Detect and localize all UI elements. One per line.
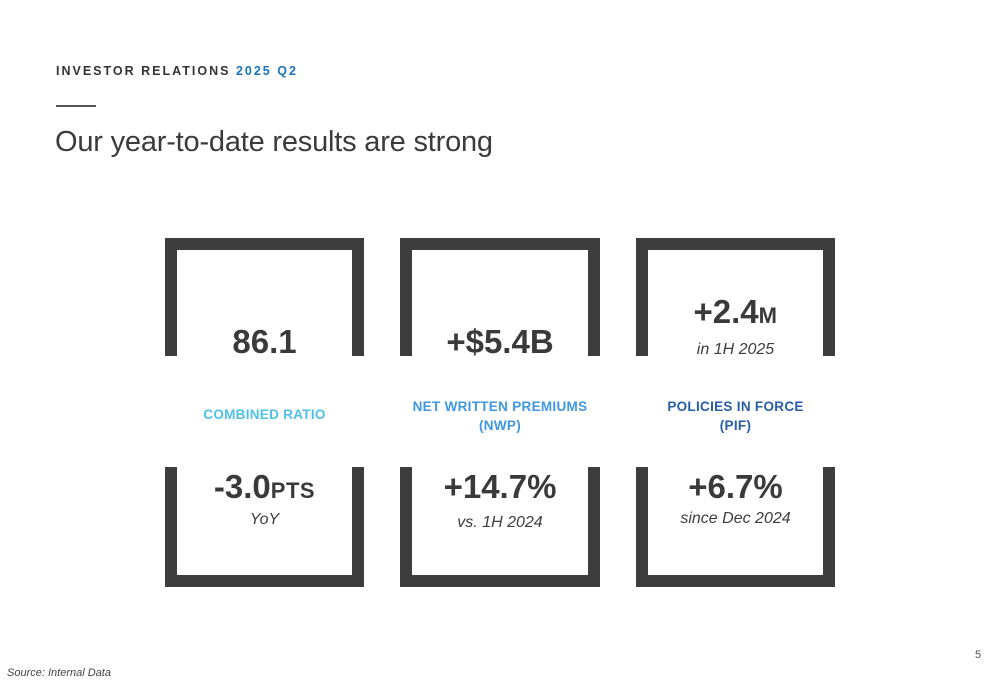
- pif-value: +2.4M: [636, 293, 835, 331]
- combined-ratio-top-frame: [165, 238, 364, 356]
- pif-label-line1: POLICIES IN FORCE: [667, 399, 804, 414]
- combined-ratio-bottom-frame: [165, 467, 364, 587]
- combined-ratio-change-unit: PTS: [270, 478, 316, 503]
- section-eyebrow: INVESTOR RELATIONS 2025 Q2: [56, 64, 298, 78]
- eyebrow-period: 2025 Q2: [235, 64, 298, 78]
- combined-ratio-label-text: COMBINED RATIO: [203, 407, 326, 422]
- title-divider: [56, 105, 96, 107]
- combined-ratio-change-note: YoY: [249, 511, 280, 528]
- page-number: 5: [975, 649, 982, 661]
- pif-bottom-frame: [636, 467, 835, 587]
- pif-label: POLICIES IN FORCE (PIF): [636, 397, 835, 435]
- nwp-label-line2: (NWP): [479, 418, 521, 433]
- pif-change-note: since Dec 2024: [680, 510, 791, 527]
- nwp-label: NET WRITTEN PREMIUMS (NWP): [400, 397, 600, 435]
- combined-ratio-value: 86.1: [165, 323, 364, 361]
- nwp-bottom-frame: [400, 467, 600, 587]
- nwp-top-frame: [400, 238, 600, 356]
- pif-label-line2: (PIF): [719, 418, 752, 433]
- page-title: Our year-to-date results are strong: [55, 126, 493, 158]
- combined-ratio-change: -3.0PTS: [165, 468, 364, 506]
- combined-ratio-number: 86.1: [232, 323, 297, 360]
- nwp-change-note: vs. 1H 2024: [457, 514, 543, 531]
- pif-change: +6.7%: [636, 468, 835, 506]
- pif-top-frame: [636, 238, 835, 356]
- nwp-value: +$5.4B: [400, 323, 600, 361]
- combined-ratio-change-number: -3.0: [213, 468, 271, 505]
- pif-note: in 1H 2025: [696, 341, 775, 358]
- nwp-number: +$5.4B: [446, 323, 554, 360]
- pif-unit: M: [758, 303, 778, 328]
- eyebrow-text: INVESTOR RELATIONS: [56, 64, 231, 78]
- nwp-change-number: +14.7%: [443, 468, 557, 505]
- source-note: Source: Internal Data: [7, 667, 111, 679]
- combined-ratio-label: COMBINED RATIO: [165, 405, 364, 424]
- nwp-label-line1: NET WRITTEN PREMIUMS: [412, 399, 588, 414]
- nwp-change: +14.7%: [400, 468, 600, 506]
- pif-number: +2.4: [693, 293, 759, 330]
- pif-change-number: +6.7%: [688, 468, 783, 505]
